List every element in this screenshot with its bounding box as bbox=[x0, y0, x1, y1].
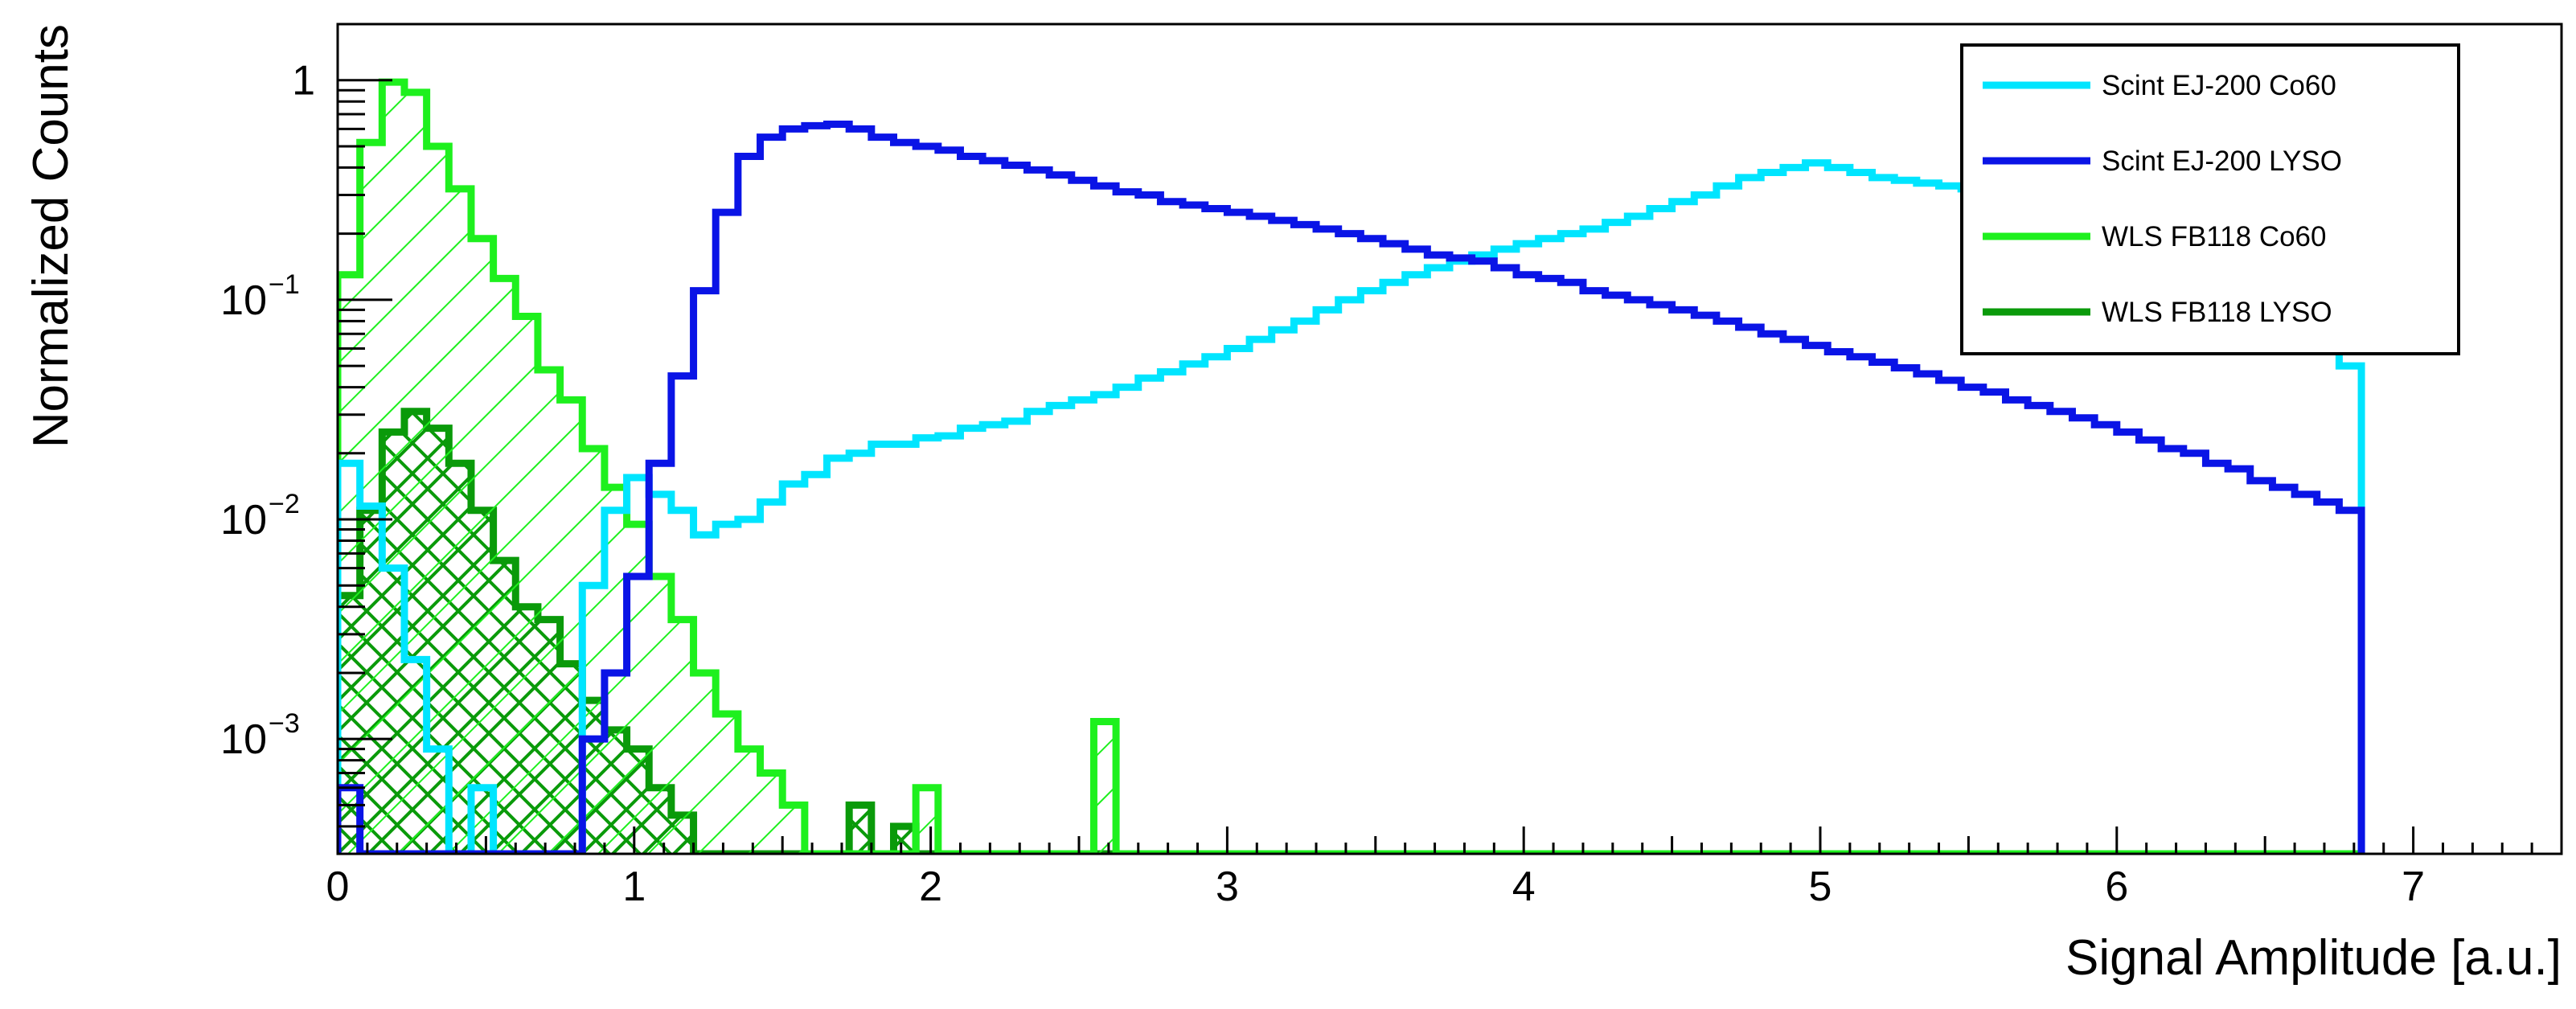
y-tick-exponent: −2 bbox=[269, 489, 300, 519]
x-tick-label: 5 bbox=[1809, 863, 1832, 910]
x-tick-label: 0 bbox=[326, 863, 350, 910]
legend: Scint EJ-200 Co60 Scint EJ-200 LYSO WLS FB… bbox=[1960, 43, 2460, 355]
series-hatch-fill bbox=[338, 82, 2362, 854]
x-axis-title: Signal Amplitude [a.u.] bbox=[2065, 930, 2562, 986]
x-axis: 0 1 2 3 4 5 6 7 bbox=[326, 826, 2563, 910]
x-tick-label: 1 bbox=[622, 863, 646, 910]
y-tick-exponent: −1 bbox=[269, 269, 300, 300]
y-tick-label: 10 bbox=[220, 716, 267, 763]
x-tick-label: 3 bbox=[1216, 863, 1239, 910]
y-axis-title: Normalized Counts bbox=[23, 24, 79, 448]
legend-label: Scint EJ-200 LYSO bbox=[2102, 146, 2342, 177]
series-line bbox=[338, 78, 2362, 854]
plot-frame bbox=[336, 23, 2563, 855]
y-tick-label: 10 bbox=[220, 277, 267, 324]
x-tick-label: 6 bbox=[2105, 863, 2128, 910]
series-scint-ej-200-lyso bbox=[338, 121, 2365, 854]
legend-box bbox=[1960, 43, 2460, 355]
y-tick-label: 1 bbox=[292, 58, 315, 105]
y-tick-exponent: −3 bbox=[269, 708, 300, 739]
legend-label: WLS FB118 LYSO bbox=[2102, 297, 2332, 328]
legend-label: WLS FB118 Co60 bbox=[2102, 221, 2327, 252]
x-tick-label: 4 bbox=[1512, 863, 1536, 910]
y-tick-label: 10 bbox=[220, 497, 267, 543]
series-line bbox=[338, 121, 2365, 854]
legend-label: Scint EJ-200 Co60 bbox=[2102, 70, 2336, 101]
x-tick-label: 7 bbox=[2402, 863, 2425, 910]
y-axis: 110−110−210−3 bbox=[220, 58, 392, 855]
series-wls-fb118-co60 bbox=[338, 78, 2362, 854]
x-tick-label: 2 bbox=[919, 863, 942, 910]
